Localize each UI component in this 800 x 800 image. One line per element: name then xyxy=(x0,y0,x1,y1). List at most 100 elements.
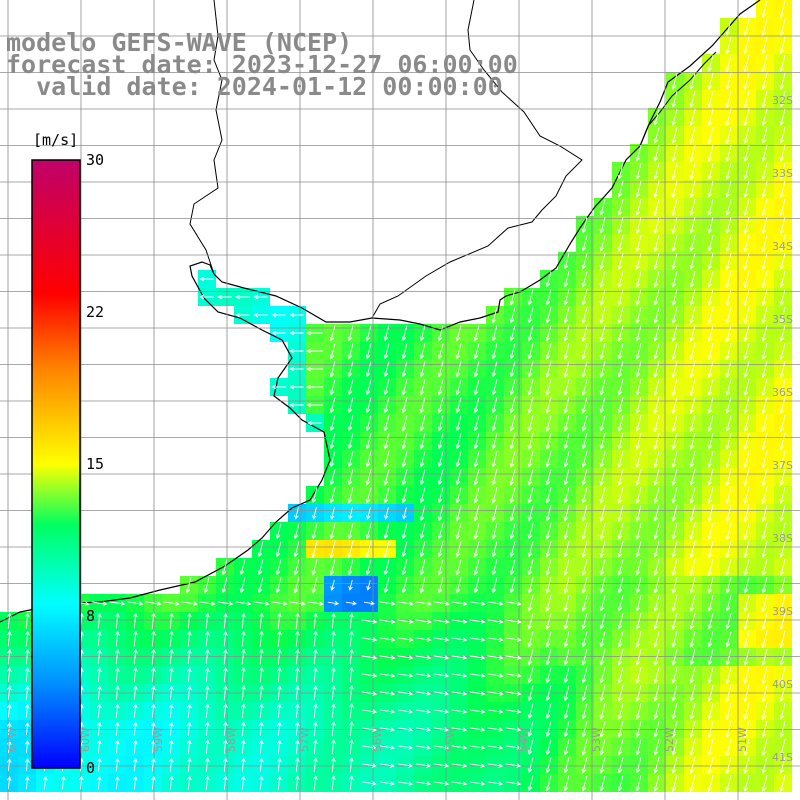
wind-arrow xyxy=(383,577,390,594)
wind-arrow xyxy=(761,342,768,360)
wind-arrow xyxy=(761,594,768,613)
wind-arrow xyxy=(169,775,174,790)
wind-arrow xyxy=(635,559,642,576)
wind-arrow xyxy=(329,540,336,559)
wind-arrow xyxy=(725,72,732,91)
wind-arrow xyxy=(527,361,534,378)
wind-arrow xyxy=(563,433,570,450)
wind-arrow xyxy=(253,601,270,606)
wind-arrow xyxy=(725,288,732,307)
wind-arrow xyxy=(473,379,480,396)
wind-arrow xyxy=(563,271,570,288)
wind-arrow xyxy=(707,666,714,684)
wind-arrow xyxy=(707,180,714,198)
wind-arrow xyxy=(527,775,534,792)
wind-arrow xyxy=(779,108,786,126)
wind-arrow xyxy=(779,378,786,397)
wind-arrow xyxy=(545,289,552,306)
wind-arrow xyxy=(545,343,552,360)
wind-arrow xyxy=(725,216,732,234)
wind-arrow xyxy=(545,541,552,558)
lon-label: 53W xyxy=(590,727,603,752)
wind-arrow xyxy=(347,559,354,576)
wind-arrow xyxy=(779,144,786,163)
wind-arrow xyxy=(545,487,552,504)
wind-arrow xyxy=(365,487,372,504)
wind-arrow xyxy=(761,774,768,792)
wind-arrow xyxy=(203,577,210,594)
wind-arrow xyxy=(217,601,234,606)
wind-arrow xyxy=(361,655,378,660)
wind-arrow xyxy=(6,776,12,790)
wind-arrow xyxy=(671,469,678,486)
wind-arrow xyxy=(329,559,336,576)
wind-arrow xyxy=(617,181,624,198)
wind-arrow xyxy=(331,612,336,629)
wind-arrow xyxy=(527,397,534,414)
wind-arrow xyxy=(275,523,282,540)
wind-arrow xyxy=(329,343,336,360)
wind-arrow xyxy=(313,775,318,791)
wind-arrow xyxy=(187,612,192,629)
wind-arrow xyxy=(379,637,396,642)
wind-arrow xyxy=(707,595,714,612)
wind-arrow xyxy=(223,630,228,647)
wind-arrow xyxy=(671,505,678,522)
wind-arrow xyxy=(617,631,624,648)
wind-arrow xyxy=(469,781,486,786)
wind-arrow xyxy=(707,486,714,505)
wind-arrow xyxy=(617,522,624,540)
wind-arrow xyxy=(275,541,282,558)
wind-arrow xyxy=(671,450,678,468)
wind-arrow xyxy=(383,325,390,342)
wind-arrow xyxy=(635,180,642,198)
wind-arrow xyxy=(653,666,660,684)
wind-arrow xyxy=(397,655,414,660)
wind-arrow xyxy=(779,162,786,181)
wind-arrow xyxy=(671,198,678,217)
wind-arrow xyxy=(295,757,300,772)
wind-arrow xyxy=(509,343,516,360)
wind-arrow xyxy=(349,775,354,790)
wind-arrow xyxy=(199,276,214,282)
wind-arrow xyxy=(455,577,462,594)
colorbar-tick-30: 30 xyxy=(86,151,105,169)
wind-arrow xyxy=(635,775,642,792)
wind-arrow xyxy=(563,397,570,414)
wind-arrow xyxy=(635,739,642,756)
wind-arrow xyxy=(545,739,552,756)
wind-arrow xyxy=(689,414,696,432)
wind-arrow xyxy=(313,685,318,700)
wind-arrow xyxy=(311,540,318,559)
wind-arrow xyxy=(277,612,282,629)
wind-arrow xyxy=(653,648,660,666)
wind-arrow xyxy=(6,721,12,736)
wind-arrow xyxy=(401,487,408,504)
wind-arrow xyxy=(293,523,300,540)
wind-arrow xyxy=(306,384,323,390)
wind-arrow xyxy=(761,540,768,558)
wind-arrow xyxy=(581,217,588,234)
wind-arrow xyxy=(289,330,304,336)
wind-arrow xyxy=(347,361,354,378)
wind-arrow xyxy=(743,234,750,253)
wind-arrow xyxy=(329,469,336,486)
wind-arrow xyxy=(653,558,660,576)
wind-arrow xyxy=(617,541,624,558)
wind-arrow xyxy=(313,612,318,629)
wind-arrow xyxy=(295,648,300,665)
wind-arrow xyxy=(725,378,732,396)
wind-arrow xyxy=(743,540,750,558)
wind-arrow xyxy=(115,612,120,629)
wind-arrow xyxy=(653,216,660,235)
wind-arrow xyxy=(779,360,786,379)
wind-arrow xyxy=(384,507,389,520)
wind-arrow xyxy=(707,450,714,468)
river-border xyxy=(189,0,223,275)
wind-arrow xyxy=(259,630,264,647)
wind-arrow xyxy=(329,523,336,540)
wind-arrow xyxy=(277,757,282,772)
wind-arrow xyxy=(653,523,660,540)
wind-arrow xyxy=(545,433,552,450)
wind-arrow xyxy=(563,631,570,648)
